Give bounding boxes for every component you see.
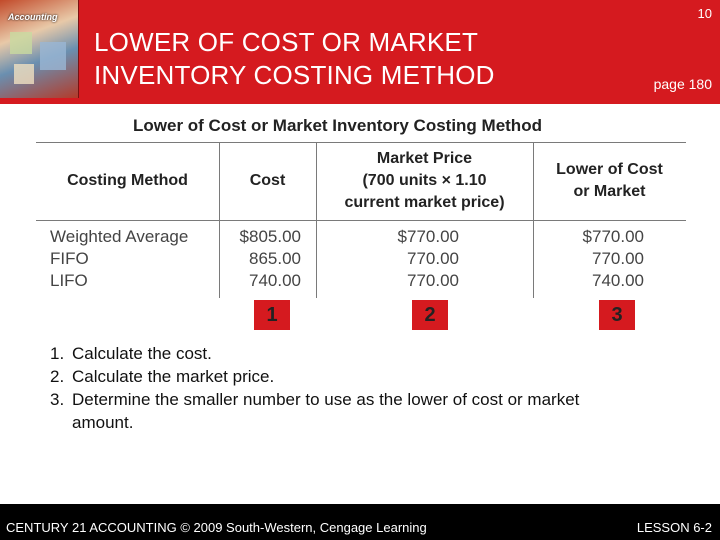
- cell-cost: 865.00: [249, 249, 301, 268]
- page-reference: page 180: [653, 76, 712, 92]
- table-header-rule: [36, 220, 686, 221]
- cell-method: LIFO: [50, 271, 88, 290]
- column-divider: [316, 142, 317, 298]
- cell-lower: $770.00: [582, 227, 644, 246]
- cell-market: $770.00: [397, 227, 459, 246]
- step-number: 1.: [50, 344, 65, 363]
- cover-graphic: [14, 64, 34, 84]
- footer-copyright: CENTURY 21 ACCOUNTING © 2009 South-Weste…: [6, 520, 427, 535]
- cell-lower: 770.00: [592, 249, 644, 268]
- textbook-cover-image: Accounting: [0, 0, 79, 98]
- cell-market: 770.00: [407, 271, 459, 290]
- footer-lesson: LESSON 6-2: [636, 520, 712, 535]
- column-header-market-price: Market Price (700 units × 1.10 current m…: [344, 150, 505, 211]
- steps-list: 1. Calculate the cost. 2. Calculate the …: [50, 342, 612, 434]
- cell-method: FIFO: [50, 249, 89, 268]
- step-number: 2.: [50, 367, 65, 386]
- column-header-costing-method: Costing Method: [67, 172, 188, 189]
- list-item: 3. Determine the smaller number to use a…: [50, 388, 612, 434]
- table-title: Lower of Cost or Market Inventory Costin…: [133, 116, 542, 135]
- step-marker-1: 1: [254, 300, 290, 330]
- table-top-rule: [36, 142, 686, 143]
- cover-graphic: [10, 32, 32, 54]
- cell-cost: 740.00: [249, 271, 301, 290]
- cell-market: 770.00: [407, 249, 459, 268]
- list-item: 1. Calculate the cost.: [50, 342, 612, 365]
- book-brand: Accounting: [8, 12, 58, 22]
- cover-graphic: [40, 42, 66, 70]
- step-number: 3.: [50, 390, 65, 409]
- column-header-lower-of-cost: Lower of Cost or Market: [556, 161, 663, 200]
- column-header-cost: Cost: [249, 172, 286, 189]
- step-text: Determine the smaller number to use as t…: [72, 390, 580, 432]
- cell-method: Weighted Average: [50, 227, 189, 246]
- slide-number: 10: [697, 6, 712, 21]
- cell-cost: $805.00: [239, 227, 301, 246]
- cell-lower: 740.00: [592, 271, 644, 290]
- step-marker-3: 3: [599, 300, 635, 330]
- header-band: Accounting LOWER OF COST OR MARKET INVEN…: [0, 0, 720, 104]
- column-divider: [219, 142, 220, 298]
- list-item: 2. Calculate the market price.: [50, 365, 612, 388]
- step-marker-2: 2: [412, 300, 448, 330]
- slide-title: LOWER OF COST OR MARKET INVENTORY COSTIN…: [94, 27, 495, 90]
- footer-bar: CENTURY 21 ACCOUNTING © 2009 South-Weste…: [0, 504, 720, 540]
- step-text: Calculate the market price.: [72, 367, 275, 386]
- column-divider: [533, 142, 534, 298]
- step-text: Calculate the cost.: [72, 344, 212, 363]
